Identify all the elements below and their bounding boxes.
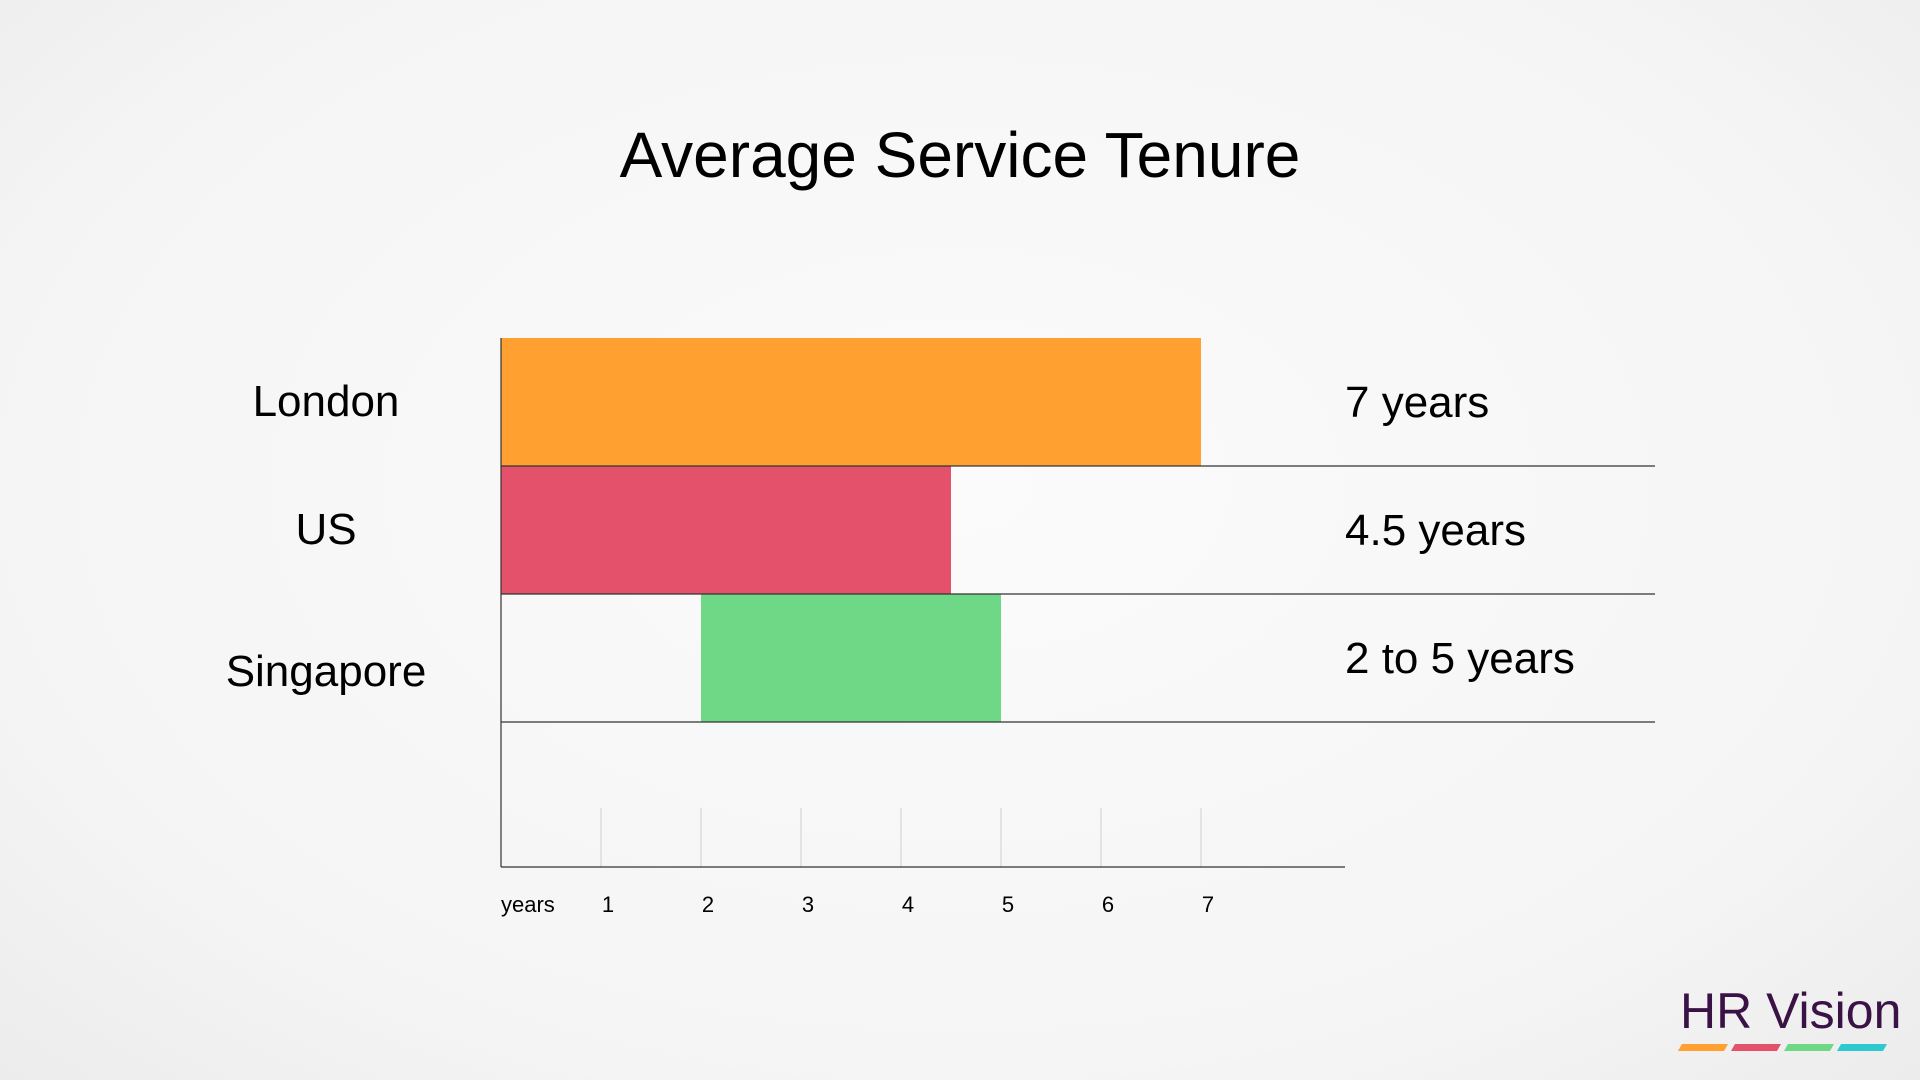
logo-text: HR Vision bbox=[1680, 983, 1902, 1039]
x-tick-label: 4 bbox=[902, 892, 914, 917]
category-label: US bbox=[295, 505, 356, 554]
bar-london bbox=[501, 338, 1201, 466]
logo-stripe bbox=[1730, 1044, 1782, 1051]
value-label: 7 years bbox=[1345, 378, 1489, 427]
x-tick-label: 2 bbox=[702, 892, 714, 917]
x-axis-label: years bbox=[501, 892, 555, 917]
value-label: 4.5 years bbox=[1345, 506, 1526, 555]
bar-singapore bbox=[701, 594, 1001, 722]
x-tick-label: 3 bbox=[802, 892, 814, 917]
logo-stripes bbox=[1677, 1044, 1900, 1051]
x-tick-label: 1 bbox=[602, 892, 614, 917]
category-label: London bbox=[253, 377, 400, 426]
hr-vision-logo: HR Vision bbox=[1677, 983, 1902, 1056]
x-tick-label: 7 bbox=[1202, 892, 1214, 917]
x-tick-label: 6 bbox=[1102, 892, 1114, 917]
logo-stripe bbox=[1783, 1044, 1835, 1051]
x-tick-label: 5 bbox=[1002, 892, 1014, 917]
value-label: 2 to 5 years bbox=[1345, 634, 1575, 683]
category-label: Singapore bbox=[226, 647, 427, 696]
logo-stripe bbox=[1677, 1044, 1729, 1051]
logo-stripe bbox=[1836, 1044, 1888, 1051]
bar-us bbox=[501, 466, 951, 594]
chart-title: Average Service Tenure bbox=[619, 119, 1301, 191]
